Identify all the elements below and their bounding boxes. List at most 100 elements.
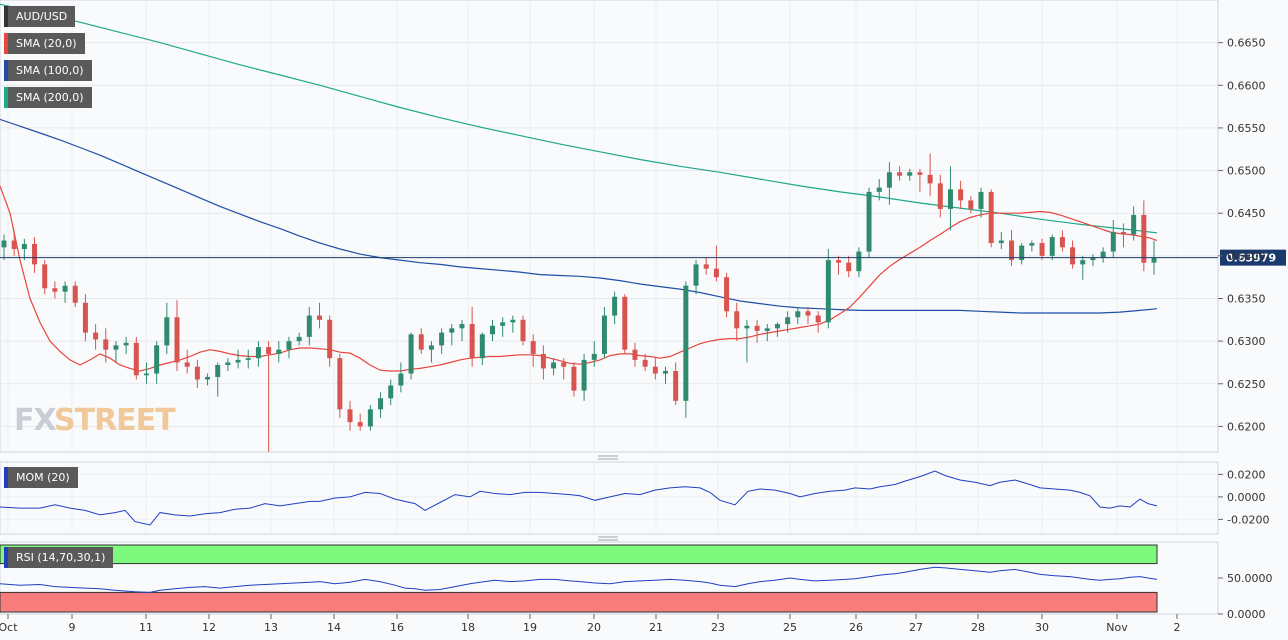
candle-body [683, 285, 689, 401]
candle-body [347, 409, 353, 423]
candle-body [489, 325, 495, 335]
candle [703, 257, 709, 275]
candle [724, 272, 730, 318]
candle-body [93, 332, 99, 340]
candle [1100, 247, 1106, 263]
legend-sma20[interactable]: SMA (20,0) [4, 33, 85, 54]
y-axis: 0.66500.66000.65500.65000.64500.64000.63… [1218, 37, 1273, 621]
candle-body [876, 187, 882, 192]
candle [601, 307, 607, 359]
candle [815, 311, 821, 333]
candle [774, 322, 780, 337]
legend-swatch [4, 60, 8, 81]
candle [489, 319, 495, 342]
y-tick-label: 0.6350 [1227, 292, 1266, 305]
candle-body [1120, 231, 1126, 235]
candle [174, 300, 180, 371]
candle-body [1141, 214, 1147, 263]
candle-body [255, 347, 261, 359]
candle-body [530, 341, 536, 354]
candle-body [367, 409, 373, 427]
legend-symbol[interactable]: AUD/USD [4, 6, 76, 27]
candle [1019, 243, 1025, 265]
candle [846, 255, 852, 278]
y-tick-label: 0.6600 [1227, 79, 1266, 92]
candle [683, 281, 689, 418]
candle-body [917, 172, 923, 175]
candle [500, 317, 506, 337]
candle-body [937, 183, 943, 209]
candle [876, 179, 882, 201]
candle-body [357, 422, 363, 427]
candle-body [1131, 214, 1137, 235]
candle-body [663, 370, 669, 374]
candle-body [713, 268, 719, 278]
sma-100-line [0, 118, 1158, 314]
candle [42, 260, 48, 295]
mom-line [0, 470, 1158, 526]
legend-swatch [4, 547, 8, 568]
candle-body [1059, 237, 1065, 248]
candle [205, 373, 211, 386]
candle [449, 324, 455, 346]
candle [72, 281, 78, 308]
candle [805, 307, 811, 325]
candle-body [510, 319, 516, 323]
y-tick-label: 0.6400 [1227, 250, 1266, 263]
candle [276, 341, 282, 363]
candle-body [1090, 257, 1096, 261]
y-tick-label: 0.6500 [1227, 165, 1266, 178]
y-tick-label: 0.6200 [1227, 420, 1266, 433]
x-tick-label: 20 [587, 621, 601, 634]
candle [327, 315, 333, 367]
candle-body [205, 376, 211, 380]
last-price-line: 0.63979 [0, 249, 1286, 266]
mom-tick-label: 0.0200 [1227, 468, 1266, 481]
panel-resize-handles[interactable] [598, 455, 618, 541]
candle-body [632, 349, 638, 360]
legend-rsi[interactable]: RSI (14,70,30,1) [4, 547, 114, 568]
candle-body [785, 317, 791, 325]
candle-body [571, 366, 577, 391]
candle-body [408, 334, 414, 374]
x-axis: Oct 9 11 12 13 14 16 18 19 20 21 23 25 26 27 28 30 Nov 2 [0, 614, 1181, 634]
candle-body [581, 359, 587, 391]
candle [652, 358, 658, 380]
candle [744, 319, 750, 363]
candle-body [32, 243, 38, 265]
candle-body [459, 324, 465, 329]
candle [459, 319, 465, 342]
fxstreet-logo: FX STREET [14, 403, 177, 438]
legend-mom[interactable]: MOM (20) [4, 467, 78, 488]
candle-body [11, 240, 17, 250]
y-tick-label: 0.6550 [1227, 122, 1266, 135]
candle-body [836, 260, 842, 263]
candle-body [194, 366, 200, 380]
candle [836, 255, 842, 275]
candle-body [764, 328, 770, 331]
y-tick-label: 0.6650 [1227, 37, 1266, 50]
candle [764, 324, 770, 342]
candle [927, 153, 933, 197]
candle [266, 341, 272, 452]
x-tick-label: 21 [649, 621, 663, 634]
candle-body [1049, 237, 1055, 256]
candle [591, 341, 597, 367]
candle-body [734, 311, 740, 329]
candle-body [266, 347, 272, 354]
candle [1080, 255, 1086, 280]
candle-body [1009, 240, 1015, 261]
legend-sma200[interactable]: SMA (200,0) [4, 87, 92, 108]
candle-body [72, 285, 78, 303]
candle [978, 187, 984, 218]
candle-body [601, 315, 607, 354]
candle [337, 353, 343, 418]
x-tick-label: 23 [711, 621, 725, 634]
candle-body [113, 345, 119, 350]
x-tick-label: Oct [0, 621, 18, 634]
candle-body [1151, 257, 1157, 263]
candle [113, 341, 119, 363]
candle-body [886, 172, 892, 188]
legend-sma100[interactable]: SMA (100,0) [4, 60, 92, 81]
